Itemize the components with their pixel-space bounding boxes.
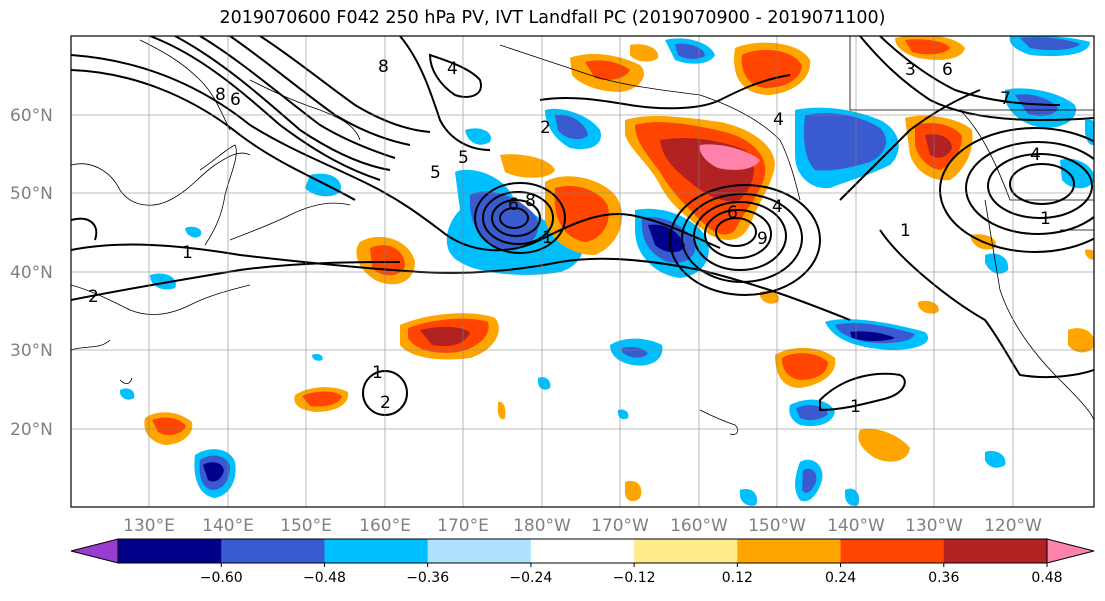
colorbar-segment [530, 539, 635, 563]
lat-label: 30°N [10, 341, 53, 361]
colorbar-tick-label: 0.12 [722, 570, 753, 586]
lat-label: 20°N [10, 420, 53, 440]
contour-label: 1 [1040, 209, 1051, 229]
colorbar-segment [427, 539, 532, 563]
lon-label: 150°W [748, 516, 806, 536]
map-border [70, 35, 1095, 508]
contour-label: 4 [1030, 145, 1041, 165]
latitude-labels: 60°N 50°N 40°N 30°N 20°N [10, 106, 53, 440]
lon-label: 140°W [827, 516, 885, 536]
colorbar-segment [943, 539, 1048, 563]
lon-label: 160°W [670, 516, 728, 536]
contour-label: 7 [1000, 89, 1011, 109]
lon-label: 130°W [905, 516, 963, 536]
lon-label: 140°E [202, 516, 254, 536]
colorbar-tick-label: −0.36 [406, 570, 449, 586]
contour-label: 4 [772, 197, 783, 217]
pc-shading [120, 36, 1094, 506]
contour-label: 4 [773, 110, 784, 130]
colorbar-tick-label: 0.24 [825, 570, 856, 586]
map-title: 2019070600 F042 250 hPa PV, IVT Landfall… [219, 8, 886, 28]
contour-label: 8 [378, 57, 389, 77]
colorbar-outline [117, 538, 1048, 564]
lon-label: 160°E [359, 516, 411, 536]
colorbar: −0.60 −0.48 −0.36 −0.24 −0.12 0.12 0.24 0.36 0.4… [70, 538, 1095, 586]
longitude-labels: 130°E 140°E 150°E 160°E 170°E 180°W 170°… [123, 516, 1042, 536]
lon-label: 130°E [123, 516, 175, 536]
colorbar-segment [221, 539, 325, 563]
contour-label: 8 [525, 191, 536, 211]
coastlines [71, 36, 1094, 435]
contour-label: 6 [942, 60, 953, 80]
contour-label: 1 [182, 243, 193, 263]
contour-label: 6 [508, 195, 519, 215]
map-area [71, 36, 1094, 507]
contour-label: 5 [430, 163, 441, 183]
contour-label: 2 [380, 393, 391, 413]
colorbar-tick-label: −0.24 [509, 570, 552, 586]
colorbar-tick-label: 0.36 [928, 570, 959, 586]
colorbar-tick-label: −0.48 [303, 570, 346, 586]
contour-label: 4 [447, 59, 458, 79]
lat-label: 50°N [10, 184, 53, 204]
contour-label: 1 [542, 228, 553, 248]
lon-label: 120°W [984, 516, 1042, 536]
contour-label: 6 [230, 90, 241, 110]
colorbar-segment [118, 539, 222, 563]
contour-label: 3 [905, 60, 916, 80]
lon-label: 150°E [280, 516, 332, 536]
contour-label: 6 [727, 203, 738, 223]
contour-label: 2 [540, 118, 551, 138]
contour-label: 2 [88, 287, 99, 307]
contour-label: 8 [215, 85, 226, 105]
contour-labels: 8 4 1 2 5 6 8 1 2 6 4 4 1 9 6 4 3 1 1 1 … [88, 57, 1051, 417]
lon-label: 180°W [513, 516, 571, 536]
contour-label: 1 [850, 397, 861, 417]
colorbar-segment [840, 539, 945, 563]
colorbar-extend-low [70, 538, 119, 564]
lon-label: 170°W [591, 516, 649, 536]
colorbar-tick-label: −0.12 [613, 570, 656, 586]
lat-label: 40°N [10, 263, 53, 283]
colorbar-segment [737, 539, 842, 563]
contour-label: 9 [757, 229, 768, 249]
contour-label: 5 [458, 148, 469, 168]
contour-label: 1 [900, 221, 911, 241]
lat-label: 60°N [10, 106, 53, 126]
lon-label: 170°E [437, 516, 489, 536]
graticule [71, 36, 1094, 507]
colorbar-segment [324, 539, 429, 563]
contour-label: 1 [372, 363, 383, 383]
colorbar-extend-high [1046, 538, 1095, 564]
colorbar-tick-label: −0.60 [200, 570, 243, 586]
colorbar-segment [634, 539, 738, 563]
colorbar-tick-label: 0.48 [1031, 570, 1062, 586]
